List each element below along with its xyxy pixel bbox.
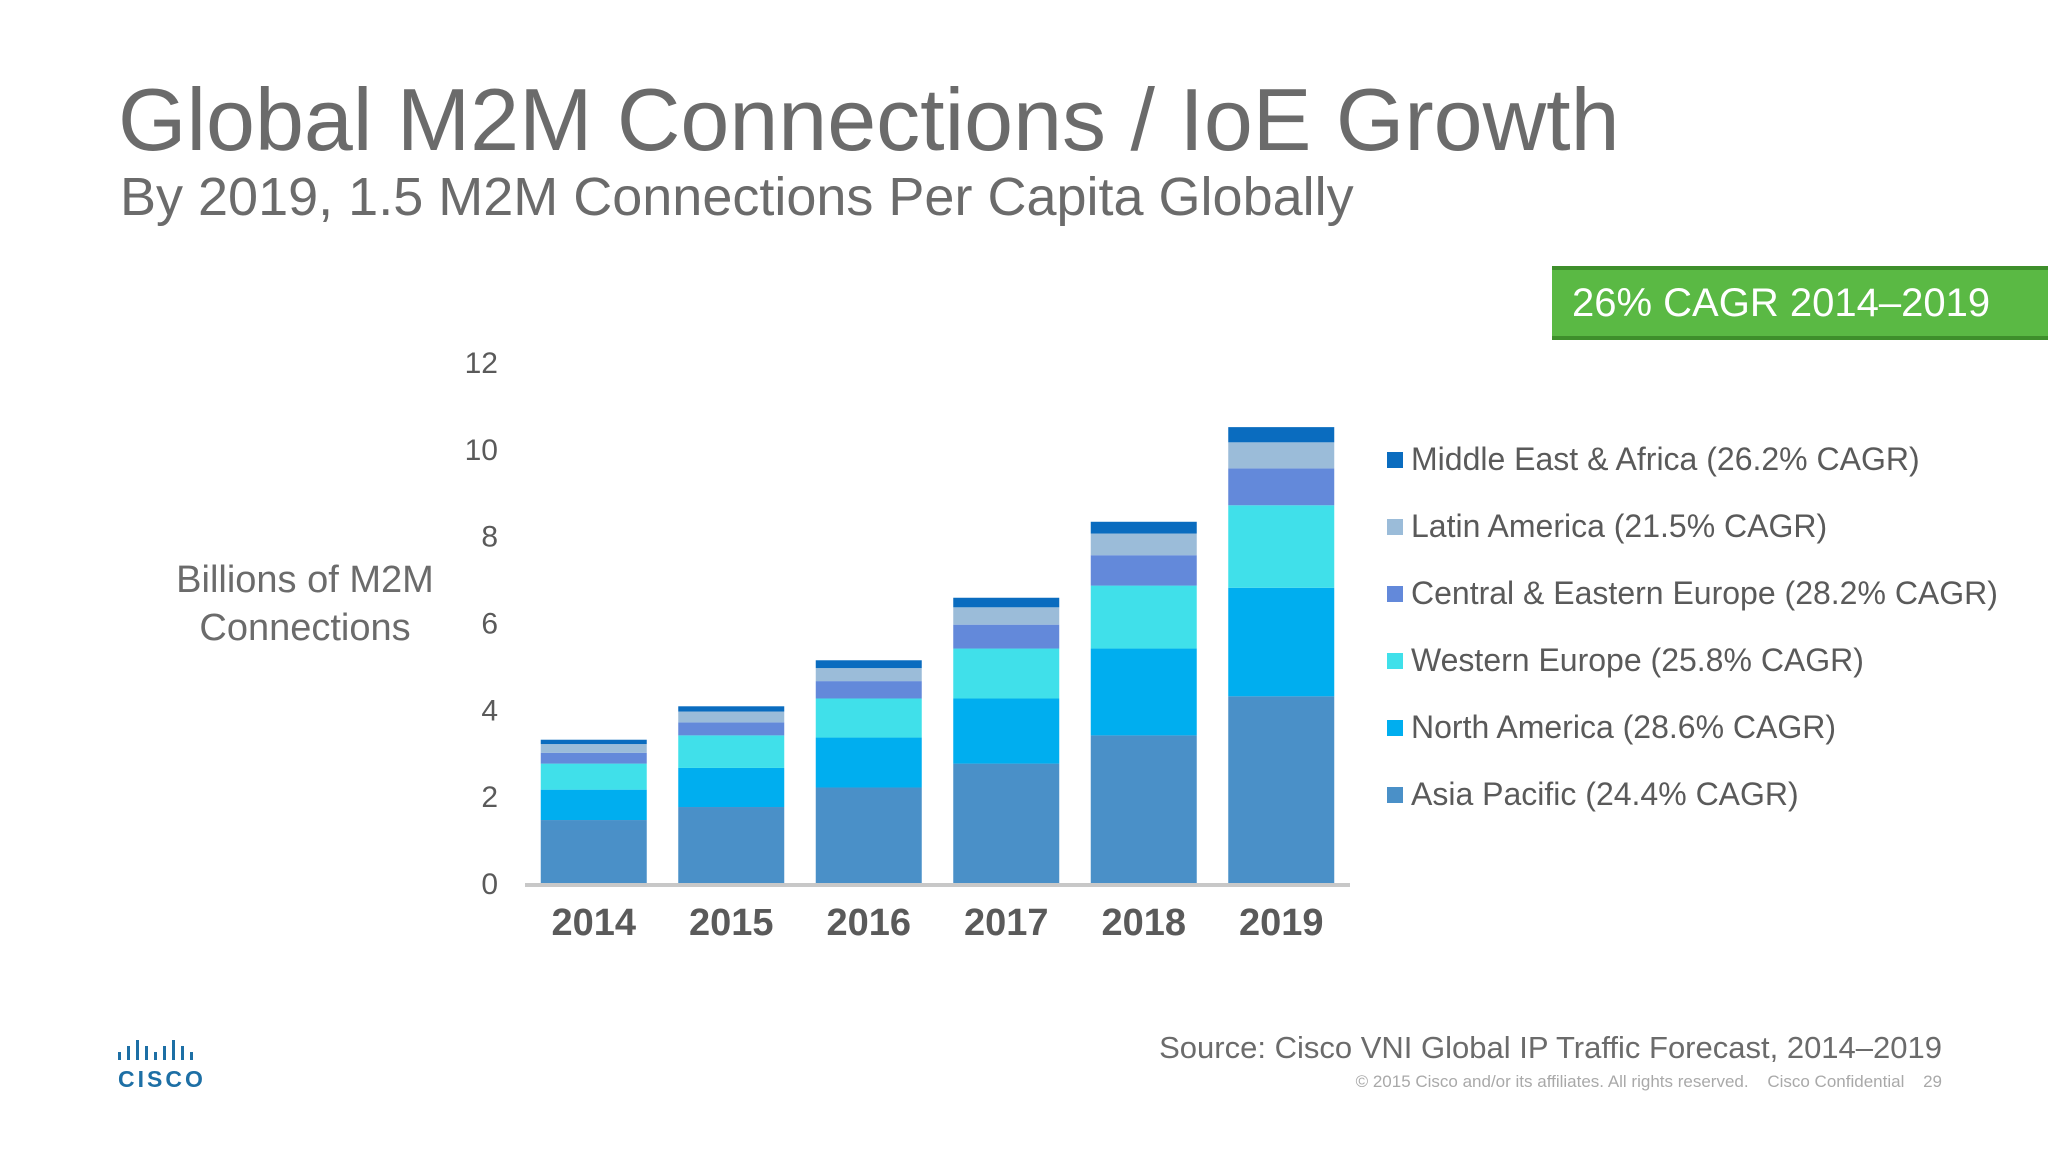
source-note: Source: Cisco VNI Global IP Traffic Fore… <box>1159 1030 1942 1065</box>
bar-segment <box>1090 521 1197 534</box>
bar-segment <box>815 660 922 669</box>
legend-label: Middle East & Africa (26.2% CAGR) <box>1411 441 1920 477</box>
legend-label: Latin America (21.5% CAGR) <box>1411 508 1828 544</box>
bar-segment <box>1228 587 1335 697</box>
legend-item: Central & Eastern Europe (28.2% CAGR) <box>1387 560 1998 627</box>
bar-segment <box>953 607 1060 625</box>
y-tick-label: 2 <box>481 781 498 814</box>
legend-label: Asia Pacific (24.4% CAGR) <box>1411 776 1799 812</box>
legend-item: Asia Pacific (24.4% CAGR) <box>1387 761 1998 828</box>
bar-segment <box>815 698 922 738</box>
bar-segment <box>1090 585 1197 649</box>
bar-segment <box>678 722 785 736</box>
y-tick-label: 8 <box>481 521 498 554</box>
bar-segment <box>540 752 647 764</box>
bar-segment <box>1090 555 1197 586</box>
bar-segment <box>540 739 647 745</box>
bar-segment <box>1228 442 1335 469</box>
bar-segment <box>953 624 1060 649</box>
legend-label: Western Europe (25.8% CAGR) <box>1411 642 1864 678</box>
x-tick-label: 2019 <box>1239 902 1324 944</box>
bar-segment <box>540 820 647 883</box>
bar-segment <box>815 787 922 883</box>
bar-segment <box>540 789 647 821</box>
bar-segment <box>540 744 647 753</box>
x-axis-line <box>525 883 1350 887</box>
page-number: 29 <box>1923 1072 1942 1091</box>
legend-label: North America (28.6% CAGR) <box>1411 709 1837 745</box>
x-tick-label: 2018 <box>1101 902 1186 944</box>
legend-swatch <box>1387 585 1403 602</box>
cagr-badge: 26% CAGR 2014–2019 <box>1552 266 2048 340</box>
x-tick-label: 2017 <box>964 902 1049 944</box>
bar-segment <box>678 706 785 712</box>
x-tick-label: 2014 <box>551 902 636 944</box>
footer: © 2015 Cisco and/or its affiliates. All … <box>1342 1072 1942 1092</box>
legend-item: Western Europe (25.8% CAGR) <box>1387 627 1998 694</box>
y-tick-label: 10 <box>465 434 498 467</box>
y-tick-label: 0 <box>481 868 498 901</box>
bar-segment <box>540 763 647 790</box>
bar-segment <box>953 597 1060 608</box>
legend-item: Latin America (21.5% CAGR) <box>1387 493 1998 560</box>
legend-swatch <box>1387 451 1403 468</box>
bar-segment <box>678 767 785 808</box>
legend-swatch <box>1387 786 1403 803</box>
bar-segment <box>815 668 922 682</box>
bar-segment <box>678 807 785 883</box>
bar-segment <box>1228 468 1335 506</box>
legend-item: North America (28.6% CAGR) <box>1387 694 1998 761</box>
bar-segment <box>1090 648 1197 736</box>
legend-swatch <box>1387 652 1403 669</box>
bar-segment <box>678 711 785 723</box>
copyright-text: © 2015 Cisco and/or its affiliates. All … <box>1355 1072 1749 1091</box>
bar-segment <box>678 735 785 768</box>
cisco-logo-icon <box>118 1040 193 1060</box>
y-tick-label: 4 <box>481 694 498 727</box>
y-tick-label: 6 <box>481 608 498 641</box>
bar-segment <box>1228 427 1335 443</box>
bar-segment <box>815 681 922 699</box>
bar-segment <box>953 648 1060 699</box>
bar-segment <box>1090 533 1197 556</box>
bar-segment <box>953 698 1060 764</box>
legend-swatch <box>1387 719 1403 736</box>
bar-segment <box>953 763 1060 883</box>
x-tick-label: 2015 <box>689 902 774 944</box>
legend-label: Central & Eastern Europe (28.2% CAGR) <box>1411 575 1998 611</box>
page-subtitle: By 2019, 1.5 M2M Connections Per Capita … <box>120 167 1354 227</box>
bar-segment <box>815 737 922 788</box>
bar-segment <box>1090 735 1197 883</box>
legend-item: Middle East & Africa (26.2% CAGR) <box>1387 426 1998 493</box>
bar-segment <box>1228 696 1335 883</box>
chart-legend: Middle East & Africa (26.2% CAGR) Latin A… <box>1387 426 1998 828</box>
y-axis-label: Billions of M2M Connections <box>176 559 434 649</box>
cagr-badge-text: 26% CAGR 2014–2019 <box>1572 280 1991 325</box>
y-tick-label: 12 <box>465 347 498 380</box>
legend-swatch <box>1387 518 1403 535</box>
page-title: Global M2M Connections / IoE Growth <box>118 70 1620 169</box>
cisco-logo-text: CISCO <box>118 1066 206 1092</box>
bar-segment <box>1228 505 1335 588</box>
confidential-text: Cisco Confidential <box>1767 1072 1905 1091</box>
x-tick-label: 2016 <box>826 902 911 944</box>
